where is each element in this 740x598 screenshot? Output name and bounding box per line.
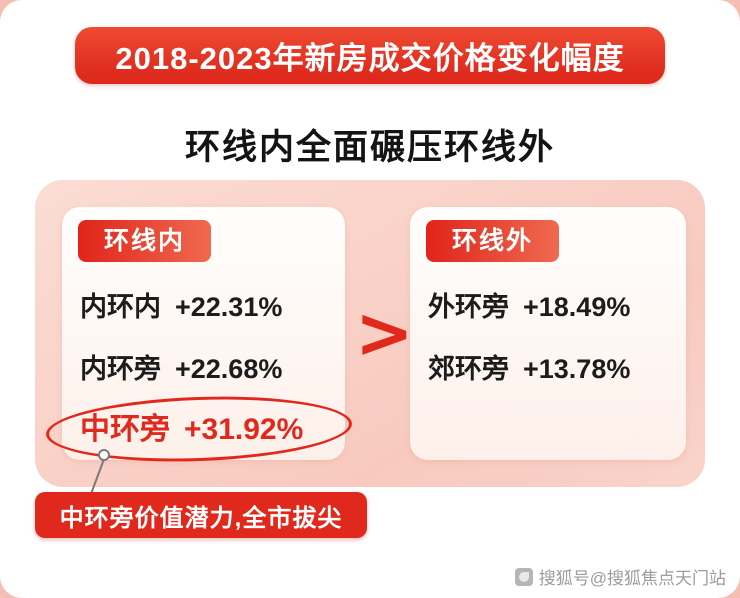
inner-ring-card: 环线内 内环内 +22.31% 内环旁 +22.68% 中环旁 +31.92% (44, 207, 354, 467)
price-row-highlight: 中环旁 +31.92% (80, 411, 303, 449)
price-row: 外环旁 +18.49% (428, 289, 630, 325)
row-value: +31.92% (184, 413, 304, 446)
subtitle: 环线内全面碾压环线外 (184, 128, 555, 167)
title-text: 2018-2023年新房成交价格变化幅度 (115, 41, 625, 76)
outer-ring-card: 环线外 外环旁 +18.49% 郊环旁 +13.78% (410, 207, 686, 460)
row-value: +13.78% (523, 354, 631, 384)
watermark-text: 搜狐号@搜狐焦点天门站 (538, 569, 726, 588)
callout-connector-line (90, 449, 110, 495)
comparison-panel: 环线内 内环内 +22.31% 内环旁 +22.68% 中环旁 +31.92% … (35, 180, 705, 487)
row-value: +22.31% (175, 292, 283, 322)
row-label: 外环旁 (428, 292, 509, 322)
title-banner: 2018-2023年新房成交价格变化幅度 (75, 27, 665, 84)
watermark: 搜狐号@搜狐焦点天门站 (514, 564, 726, 589)
price-row: 郊环旁 +13.78% (428, 351, 630, 387)
outer-ring-badge: 环线外 (426, 220, 560, 262)
price-row: 内环内 +22.31% (80, 289, 282, 325)
row-value: +18.49% (523, 292, 631, 322)
greater-than-symbol: > (355, 292, 414, 374)
price-row: 内环旁 +22.68% (80, 351, 282, 387)
row-label: 郊环旁 (428, 354, 509, 384)
row-label: 中环旁 (80, 413, 170, 446)
sohu-logo-icon (514, 567, 533, 586)
row-value: +22.68% (175, 354, 283, 384)
row-label: 内环旁 (80, 354, 161, 384)
inner-ring-badge: 环线内 (78, 220, 212, 262)
row-label: 内环内 (80, 292, 161, 322)
callout-label: 中环旁价值潜力,全市拔尖 (35, 492, 367, 538)
